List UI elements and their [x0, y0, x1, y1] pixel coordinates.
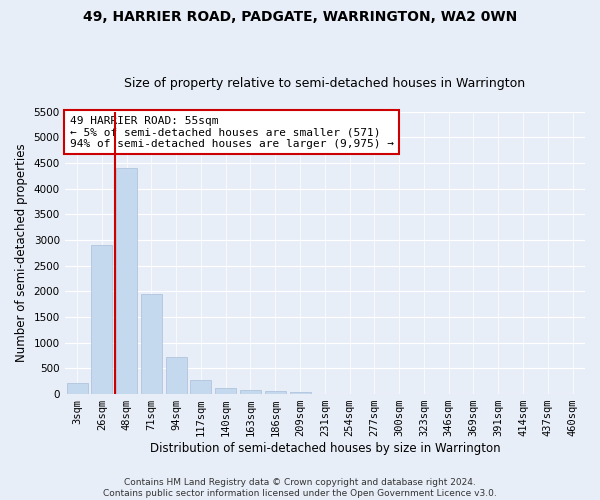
- Bar: [265, 392, 286, 394]
- Bar: [290, 392, 311, 394]
- Text: 49 HARRIER ROAD: 55sqm
← 5% of semi-detached houses are smaller (571)
94% of sem: 49 HARRIER ROAD: 55sqm ← 5% of semi-deta…: [70, 116, 394, 149]
- Bar: [240, 390, 261, 394]
- Bar: [141, 294, 162, 394]
- Bar: [91, 245, 112, 394]
- Bar: [116, 168, 137, 394]
- Text: Contains HM Land Registry data © Crown copyright and database right 2024.
Contai: Contains HM Land Registry data © Crown c…: [103, 478, 497, 498]
- Bar: [67, 383, 88, 394]
- Bar: [166, 357, 187, 394]
- Y-axis label: Number of semi-detached properties: Number of semi-detached properties: [15, 144, 28, 362]
- Text: 49, HARRIER ROAD, PADGATE, WARRINGTON, WA2 0WN: 49, HARRIER ROAD, PADGATE, WARRINGTON, W…: [83, 10, 517, 24]
- Title: Size of property relative to semi-detached houses in Warrington: Size of property relative to semi-detach…: [124, 76, 526, 90]
- Bar: [190, 380, 211, 394]
- X-axis label: Distribution of semi-detached houses by size in Warrington: Distribution of semi-detached houses by …: [149, 442, 500, 455]
- Bar: [215, 388, 236, 394]
